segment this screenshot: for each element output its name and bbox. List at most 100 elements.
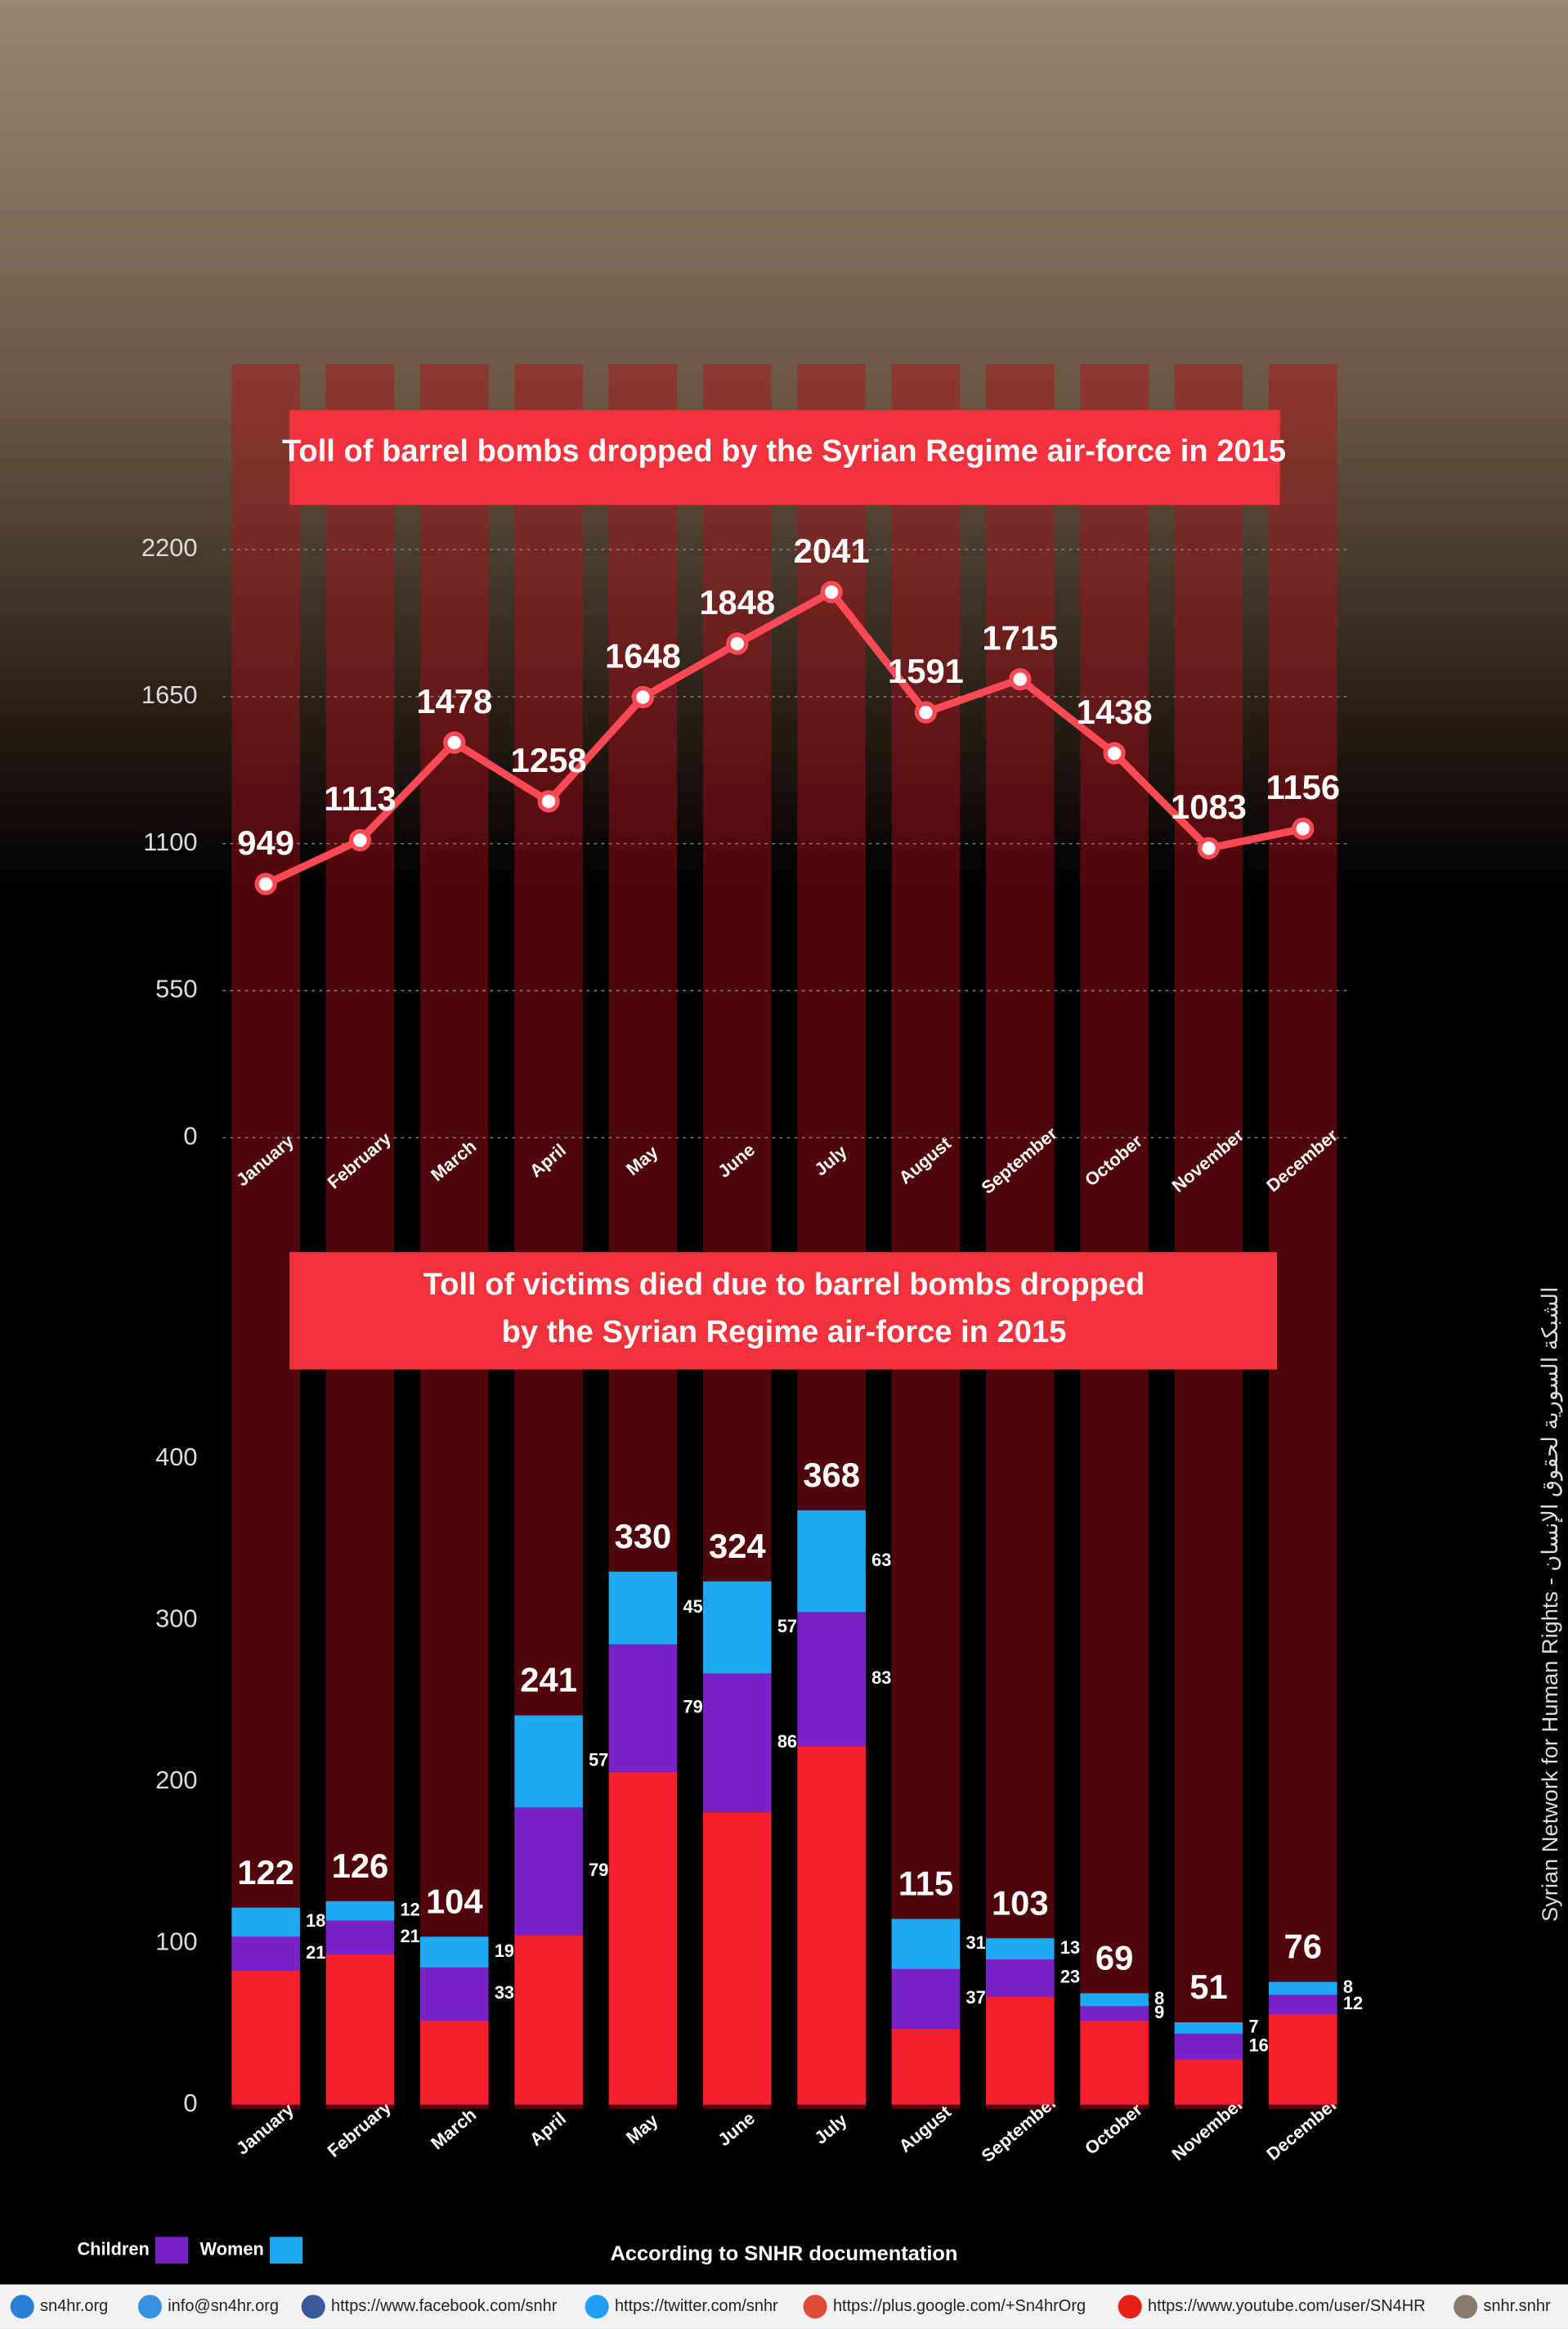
bar-segment bbox=[608, 1771, 678, 2105]
total-label: 324 bbox=[709, 1527, 766, 1565]
data-label: 1591 bbox=[888, 652, 964, 690]
footer-link[interactable]: https://www.facebook.com/snhr bbox=[331, 2297, 558, 2315]
bar-segment bbox=[797, 1746, 866, 2105]
footer-icon bbox=[301, 2295, 325, 2319]
bar-segment bbox=[231, 1970, 300, 2105]
bar-segment bbox=[420, 1936, 489, 1968]
data-point bbox=[631, 685, 655, 709]
data-label: 1438 bbox=[1077, 693, 1153, 731]
data-label: 1258 bbox=[511, 741, 587, 779]
footer-link[interactable]: https://twitter.com/snhr bbox=[615, 2297, 778, 2315]
data-point bbox=[1009, 667, 1032, 691]
segment-label: 31 bbox=[965, 1932, 985, 1953]
title-box bbox=[289, 1252, 1278, 1370]
bar-segment bbox=[797, 1510, 866, 1613]
background-stripe bbox=[420, 364, 489, 2110]
data-label: 1478 bbox=[416, 682, 492, 720]
data-point bbox=[443, 731, 466, 754]
legend-label: Women bbox=[200, 2238, 264, 2259]
segment-label: 37 bbox=[965, 1987, 985, 2008]
footer-icon bbox=[1118, 2295, 1142, 2319]
y-tick-label: 550 bbox=[155, 975, 198, 1003]
total-label: 115 bbox=[898, 1865, 953, 1903]
data-point bbox=[1197, 837, 1221, 859]
segment-label: 7 bbox=[1248, 2017, 1258, 2037]
total-label: 330 bbox=[615, 1517, 672, 1555]
data-point bbox=[1103, 742, 1126, 765]
background-stripe bbox=[325, 364, 395, 2110]
y-tick-label: 300 bbox=[155, 1604, 198, 1632]
bar-segment bbox=[703, 1673, 772, 1813]
source-note: According to SNHR documentation bbox=[611, 2242, 958, 2265]
bar-segment bbox=[231, 1907, 300, 1937]
footer-link[interactable]: sn4hr.org bbox=[40, 2297, 108, 2315]
total-label: 51 bbox=[1189, 1968, 1227, 2006]
total-label: 126 bbox=[332, 1847, 389, 1885]
bar-segment bbox=[608, 1571, 678, 1645]
bar-segment bbox=[797, 1612, 866, 1747]
y-tick-label: 0 bbox=[183, 1121, 197, 1150]
segment-label: 79 bbox=[589, 1860, 608, 1880]
segment-label: 33 bbox=[495, 1982, 514, 2003]
bar-segment bbox=[1080, 2006, 1149, 2021]
legend-swatch bbox=[270, 2237, 303, 2264]
bar-segment bbox=[986, 1996, 1055, 2105]
background-stripe bbox=[1174, 364, 1243, 2110]
segment-label: 12 bbox=[1343, 1993, 1363, 2013]
segment-label: 16 bbox=[1248, 2035, 1268, 2055]
bar-segment bbox=[231, 1936, 300, 1971]
legend-label: Children bbox=[77, 2238, 149, 2259]
side-text: Syrian Network for Human Rights - الشبكة… bbox=[1537, 1286, 1563, 1922]
y-tick-label: 400 bbox=[155, 1443, 198, 1471]
bar-segment bbox=[1269, 1981, 1337, 1995]
segment-label: 79 bbox=[683, 1697, 702, 1717]
segment-label: 57 bbox=[777, 1616, 797, 1636]
y-tick-label: 1100 bbox=[143, 828, 197, 856]
data-point bbox=[537, 790, 560, 813]
segment-label: 9 bbox=[1154, 2002, 1164, 2022]
footer-link[interactable]: info@sn4hr.org bbox=[168, 2297, 279, 2315]
bar-segment bbox=[514, 1935, 583, 2105]
bar-segment bbox=[420, 1967, 489, 2021]
background-stripe bbox=[986, 364, 1055, 2110]
legend-swatch bbox=[155, 2237, 189, 2264]
footer-icon bbox=[137, 2295, 162, 2319]
data-point bbox=[914, 701, 938, 724]
segment-label: 13 bbox=[1060, 1937, 1080, 1958]
data-label: 2041 bbox=[794, 532, 870, 570]
bar-segment bbox=[1080, 1993, 1149, 2007]
total-label: 104 bbox=[426, 1882, 483, 1920]
footer-link[interactable]: https://www.youtube.com/user/SN4HR bbox=[1148, 2297, 1426, 2315]
bar-segment bbox=[1269, 2014, 1337, 2105]
bar-segment bbox=[325, 1920, 395, 1955]
bar-segment bbox=[891, 1918, 961, 1969]
background-stripe bbox=[231, 364, 300, 2110]
footer-link[interactable]: https://plus.google.com/+Sn4hrOrg bbox=[833, 2297, 1086, 2315]
data-point bbox=[1292, 817, 1315, 840]
segment-label: 57 bbox=[589, 1750, 608, 1770]
bar-segment bbox=[986, 1959, 1055, 1997]
bar-segment bbox=[514, 1807, 583, 1936]
y-tick-label: 100 bbox=[155, 1927, 198, 1955]
segment-label: 19 bbox=[495, 1941, 514, 1961]
footer-link[interactable]: snhr.snhr bbox=[1483, 2297, 1550, 2315]
segment-label: 83 bbox=[871, 1667, 891, 1688]
segment-label: 23 bbox=[1060, 1966, 1080, 1986]
segment-label: 21 bbox=[306, 1942, 325, 1963]
segment-label: 12 bbox=[400, 1899, 419, 1919]
background-stripe bbox=[1080, 364, 1149, 2110]
total-label: 122 bbox=[237, 1853, 294, 1891]
bar-segment bbox=[325, 1900, 395, 1921]
segment-label: 18 bbox=[306, 1910, 325, 1931]
data-point bbox=[726, 632, 749, 655]
bar-segment bbox=[1269, 1995, 1337, 2015]
total-label: 103 bbox=[992, 1883, 1049, 1922]
background-stripe bbox=[891, 364, 961, 2110]
data-label: 1083 bbox=[1171, 788, 1247, 826]
bar-segment bbox=[891, 1968, 961, 2029]
footer-bar bbox=[0, 2284, 1568, 2329]
bar-segment bbox=[703, 1812, 772, 2105]
bar-segment bbox=[1174, 2022, 1243, 2034]
bar-segment bbox=[1174, 2059, 1243, 2105]
